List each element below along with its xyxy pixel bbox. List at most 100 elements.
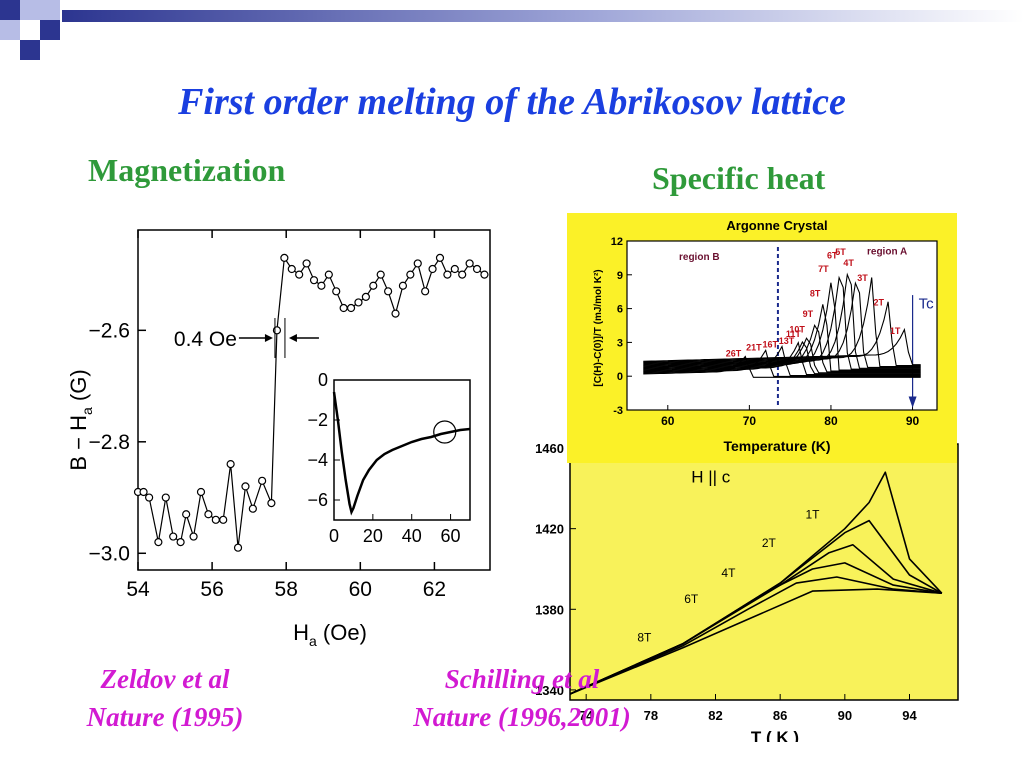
x-tick-label: 62 [423,578,446,601]
data-point [317,281,326,290]
x-axis-label: T ( K ) [751,728,799,742]
citation-line: Nature (1995) [86,702,244,732]
data-point [391,309,400,318]
magnetization-chart: 54 56 58 60 62 −2.6 −2.8 −3.0 0.4 Oe 0 20 40 60 0 −2 −… [66,229,491,649]
data-point [248,504,257,513]
x-tick-label: 94 [902,708,917,723]
data-point [226,459,235,469]
data-point [354,298,363,307]
data-point [196,487,206,497]
y-tick-label: −2.8 [89,431,130,454]
inset-highlight [433,420,457,444]
data-point [384,287,393,296]
y-tick-label: 1340 [535,683,564,698]
series-label: 1T [890,326,901,336]
y-axis-label: [C(H)-C(0)]/T (mJ/mol K²) [593,269,604,386]
data-point [139,487,148,497]
inset-x-tick-label: 40 [402,526,422,546]
series-curve [643,323,921,373]
series-label: 3T [857,273,868,283]
data-point [161,493,170,502]
series-curve [569,576,942,695]
inset-y-tick-label: −4 [307,450,328,470]
inset-frame [333,379,471,521]
data-point [332,287,341,296]
deco-square [40,0,60,20]
data-point [435,253,445,262]
series-curve [643,275,921,370]
data-point [204,510,213,519]
x-tick-label: 60 [661,414,675,428]
citation-line: Schilling et al [444,664,600,694]
series-curve [643,304,921,372]
y-tick-label: 9 [617,270,623,282]
deco-square [20,0,40,20]
inset-y-tick-label: 0 [318,370,328,390]
series-label: 21T [746,343,762,353]
series-curve [643,327,921,366]
tc-arrowhead [908,396,917,408]
point-label: 1T [805,508,820,522]
x-tick-label: 56 [200,578,223,601]
data-point [376,270,385,279]
inset-y-tick-label: −6 [307,490,328,510]
data-point [413,259,422,268]
data-point [309,276,319,285]
y-tick-label: −3.0 [89,542,130,565]
series-label: 9T [803,309,814,319]
deco-square [20,20,40,40]
point-label: 8T [637,631,652,645]
plot-frame [137,229,491,571]
inset-curve [332,391,471,516]
data-point [258,476,267,485]
x-tick-label: 60 [349,578,372,601]
x-tick-label: 54 [126,578,150,601]
y-tick-label: 1380 [535,602,564,617]
series-label: 8T [810,289,821,299]
data-point [361,292,370,301]
annotation-arrowhead [264,334,273,342]
point-label: 2T [762,536,777,550]
series-label: 11T [786,329,802,339]
series-curve [643,301,921,367]
corner-decoration [0,0,1024,60]
magnetization-heading: Magnetization [88,152,286,188]
series-label: 4T [843,258,854,268]
series-label: 10T [789,325,805,335]
data-point [287,264,296,274]
data-point [406,270,415,279]
data-point [267,499,276,508]
x-tick-label: 90 [906,414,920,428]
series-label: 13T [779,336,795,346]
series-curve [643,277,921,368]
data-point [458,270,467,279]
series-curve [643,282,921,371]
x-tick-label: 82 [708,708,722,723]
temperature-chart: 74 78 82 86 90 94 1460 1420 1380 1340 H || c 1T 2T 4T… [535,441,959,742]
data-point [398,281,408,290]
y-axis-label: B − Ha (G) [66,369,95,470]
series-curve [569,562,942,695]
data-point [233,543,243,552]
x-tick-label: 86 [773,708,787,723]
y-tick-label: 6 [617,304,623,316]
series-label: 5T [835,247,846,257]
specific-heat-heading: Specific heat [652,160,826,196]
data-point [428,264,437,274]
chart-title: Argonne Crystal [726,218,827,233]
point-label: 4T [721,566,736,580]
series-label: 2T [874,298,885,308]
x-tick-label: 74 [579,708,594,723]
plot-frame [626,240,938,411]
y-tick-label: 1420 [535,522,564,537]
x-tick-label: 90 [838,708,852,723]
data-point [302,259,311,268]
series-curve [643,345,921,377]
x-tick-label: 58 [275,578,298,601]
y-tick-label: -3 [613,405,623,417]
series-curve [569,588,942,695]
data-point [182,510,191,519]
data-point [219,515,228,524]
data-point [472,264,482,274]
series-label: 16T [762,339,778,349]
